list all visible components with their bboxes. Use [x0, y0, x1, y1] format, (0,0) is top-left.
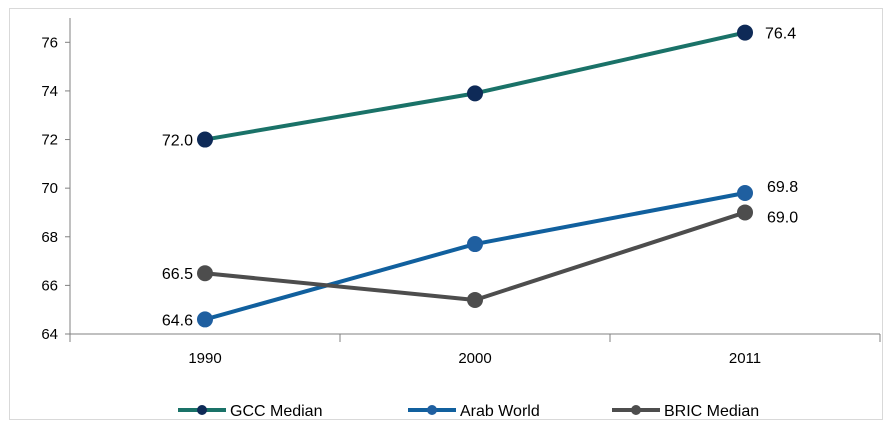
data-point — [197, 131, 213, 148]
legend-swatch-marker — [631, 405, 641, 415]
y-tick-label: 70 — [41, 180, 58, 197]
y-tick-label: 72 — [41, 132, 58, 149]
data-label: 72.0 — [162, 133, 193, 150]
data-point — [737, 204, 753, 221]
x-tick-label: 2011 — [729, 350, 761, 367]
legend-swatch-marker — [197, 405, 207, 415]
data-point — [197, 265, 213, 282]
data-point — [467, 85, 483, 102]
data-label: 69.0 — [767, 209, 798, 226]
data-point — [737, 185, 753, 202]
data-label: 64.6 — [162, 312, 193, 329]
y-tick-label: 76 — [41, 34, 58, 51]
y-tick-label: 68 — [41, 229, 58, 246]
data-point — [737, 24, 753, 41]
y-tick-label: 66 — [41, 277, 58, 294]
legend: GCC Median Arab World BRIC Median — [178, 403, 759, 420]
data-point — [467, 291, 483, 308]
data-label: 76.4 — [765, 26, 796, 43]
series-markers — [197, 24, 753, 328]
data-label: 69.8 — [767, 179, 798, 196]
data-labels: 72.0 76.4 64.6 69.8 66.5 69.0 — [162, 26, 798, 330]
x-tick-label: 1990 — [188, 350, 221, 367]
y-tick-label: 74 — [41, 83, 58, 100]
y-tick-label: 64 — [41, 326, 58, 343]
legend-label: Arab World — [460, 403, 540, 420]
series-lines — [204, 30, 746, 322]
axes: 64 66 68 70 72 74 76 1990 2000 2011 — [41, 18, 881, 367]
x-tick-label: 2000 — [458, 350, 491, 367]
data-point — [467, 236, 483, 253]
legend-swatch-marker — [427, 405, 437, 415]
legend-label: GCC Median — [230, 403, 322, 420]
legend-label: BRIC Median — [664, 403, 759, 420]
series-line-bric-median — [204, 210, 746, 302]
data-label: 66.5 — [162, 266, 193, 283]
data-point — [197, 311, 213, 328]
